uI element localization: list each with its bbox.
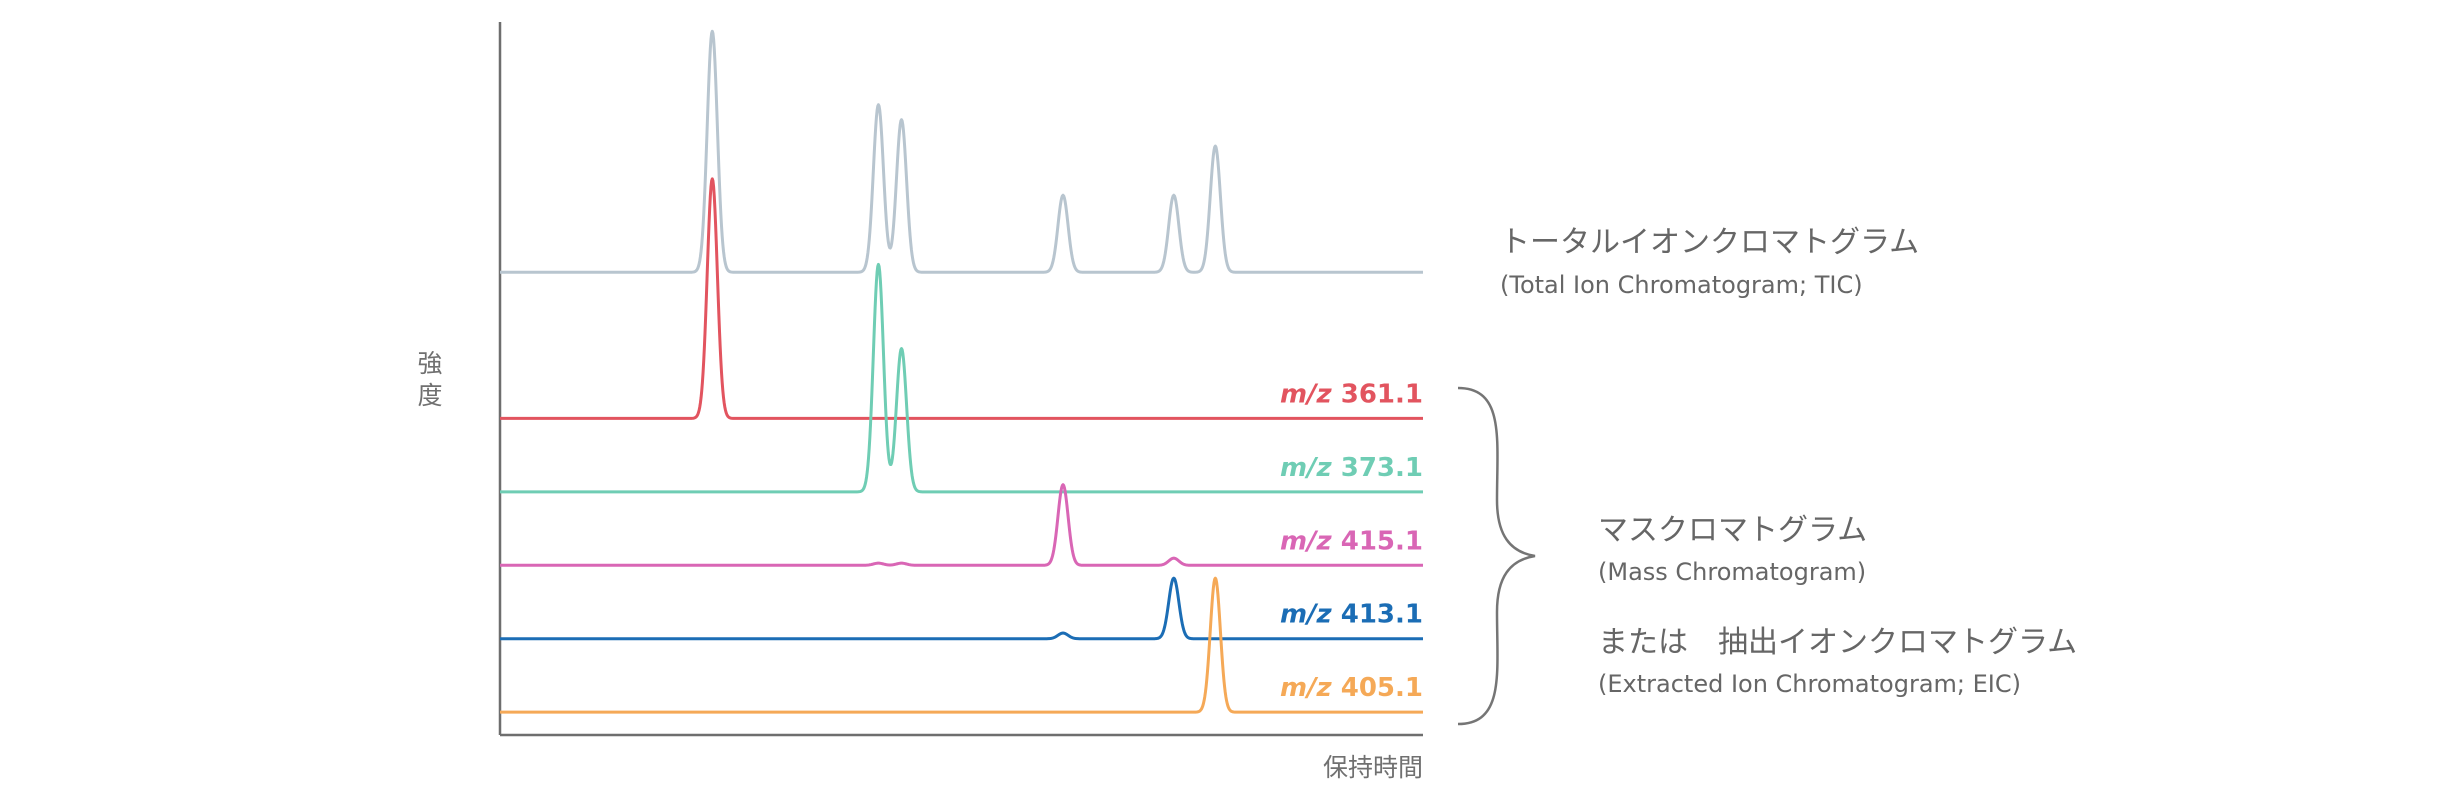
tic-title: トータルイオンクロマトグラム <box>1500 225 1919 260</box>
eic-subtitle: (Extracted Ion Chromatogram; EIC) <box>1598 670 2021 698</box>
y-axis-label-char-1: 強 <box>417 349 442 378</box>
tic-subtitle: (Total Ion Chromatogram; TIC) <box>1500 271 1863 299</box>
eic-title: または 抽出イオンクロマトグラム <box>1598 625 2077 660</box>
trace-line-tic <box>499 29 1424 274</box>
mass-chromatogram-title: マスクロマトグラム <box>1598 513 1867 548</box>
trace-line-m415 <box>499 483 1424 567</box>
trace-label-m361: m/z 361.1 <box>1280 379 1423 409</box>
trace-label-group: m/z 361.1 m/z 373.1 m/z 415.1 m/z 413.1 m/z … <box>1280 379 1423 703</box>
mass-chromatogram-subtitle: (Mass Chromatogram) <box>1598 558 1866 586</box>
trace-group <box>499 29 1424 714</box>
trace-label-m373: m/z 373.1 <box>1280 453 1423 483</box>
mass-chromatogram-brace <box>1457 386 1536 726</box>
trace-line-m361 <box>499 177 1424 420</box>
trace-label-m413: m/z 413.1 <box>1280 600 1423 630</box>
trace-line-m373 <box>499 262 1424 494</box>
trace-line-m413 <box>499 576 1424 641</box>
trace-label-m415: m/z 415.1 <box>1280 526 1423 556</box>
trace-line-m405 <box>499 576 1424 714</box>
trace-label-m405: m/z 405.1 <box>1280 673 1423 703</box>
x-axis-label: 保持時間 <box>1323 753 1423 782</box>
y-axis-label-char-2: 度 <box>417 381 442 410</box>
